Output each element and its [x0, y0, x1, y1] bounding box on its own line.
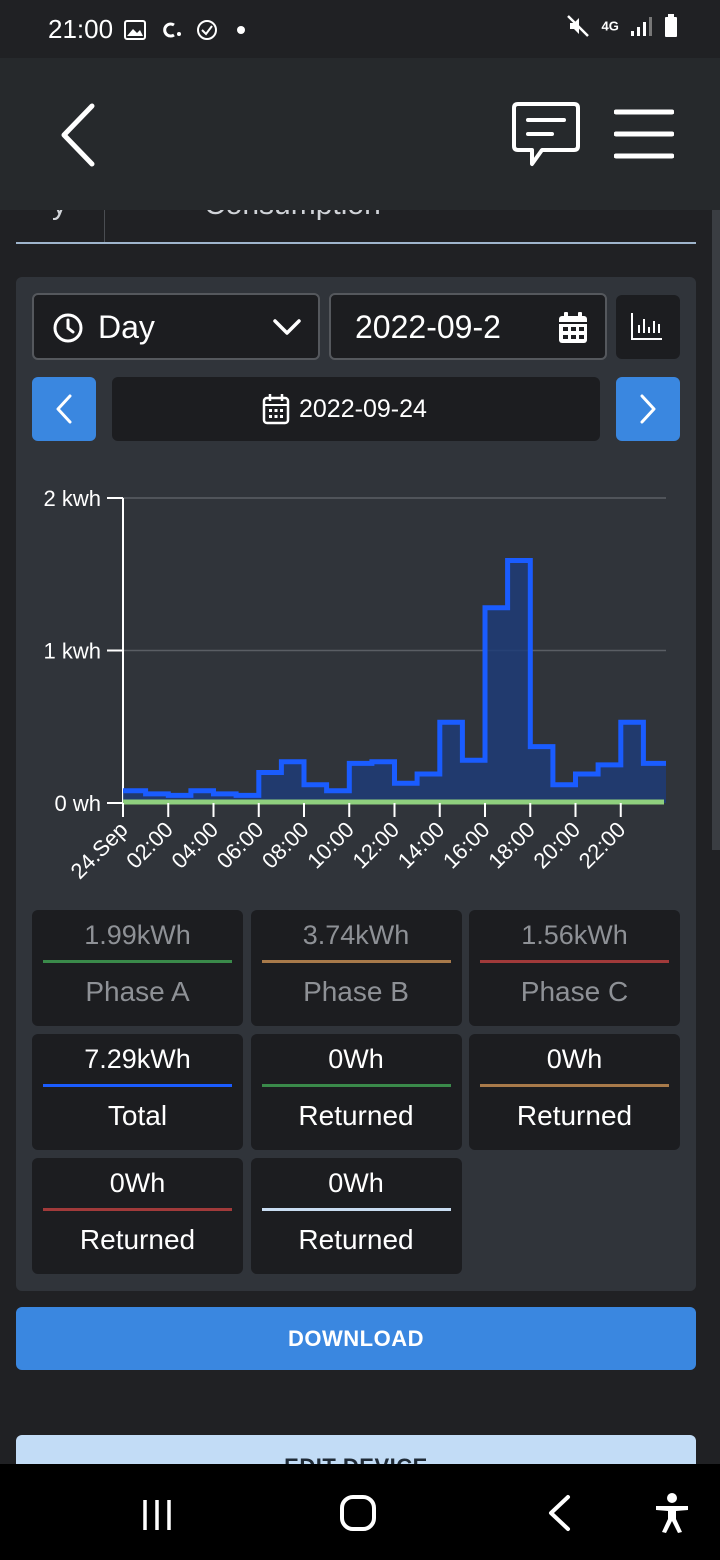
stat-color-bar — [43, 1084, 232, 1087]
menu-icon[interactable] — [614, 106, 674, 162]
bar-chart-icon — [631, 313, 662, 340]
stat-color-bar — [43, 960, 232, 963]
stat-card: 7.29kWh Total — [32, 1034, 243, 1150]
stat-color-bar — [261, 1084, 451, 1087]
period-select-value: Day — [98, 309, 155, 345]
current-date-display[interactable]: 2022-09-24 — [112, 377, 600, 441]
download-button[interactable]: DOWNLOAD — [16, 1307, 696, 1370]
stat-label: Returned — [298, 1100, 414, 1131]
stat-card: 3.74kWh Phase B — [250, 910, 462, 1026]
calendar-icon — [262, 394, 290, 425]
chevron-left-icon — [56, 394, 72, 424]
stat-card: 0Wh Returned — [250, 1034, 462, 1150]
consumption-card: Day 2022-09-2 2022-09-24 0 wh 1 kwh 2 kwh 2… — [16, 277, 696, 1291]
x-tick-label: 18:00 — [483, 817, 540, 874]
stat-value: 7.29kWh — [84, 1044, 191, 1074]
stat-card: 0Wh Returned — [250, 1158, 462, 1274]
stat-color-bar — [261, 1208, 451, 1211]
check-circle-icon — [197, 20, 218, 41]
stat-label: Phase B — [303, 976, 409, 1007]
stat-value: 3.74kWh — [302, 920, 410, 950]
chevron-down-icon — [273, 319, 301, 335]
x-tick-label: 24.Sep — [66, 817, 133, 884]
y-tick-label: 2 kwh — [44, 486, 101, 511]
stat-value: 0Wh — [109, 1168, 166, 1198]
x-tick-label: 12:00 — [347, 817, 404, 874]
x-tick-label: 20:00 — [528, 817, 585, 874]
x-tick-label: 06:00 — [212, 817, 269, 874]
x-tick-label: 22:00 — [574, 817, 631, 874]
period-select[interactable]: Day — [32, 293, 320, 360]
stat-label: Phase A — [85, 976, 190, 1007]
x-tick-label: 16:00 — [438, 817, 495, 874]
dot-icon — [237, 26, 246, 35]
stat-label: Total — [107, 1100, 168, 1131]
stat-color-bar — [480, 960, 669, 963]
date-input-value: 2022-09-2 — [355, 309, 501, 345]
series-line — [123, 558, 666, 798]
stat-label: Phase C — [520, 976, 629, 1007]
chat-icon[interactable] — [512, 100, 580, 170]
back-icon[interactable] — [56, 100, 100, 170]
stat-label: Returned — [298, 1224, 414, 1255]
stat-card: 0Wh Returned — [469, 1034, 680, 1150]
stat-color-bar — [43, 1208, 232, 1211]
stat-color-bar — [480, 1084, 669, 1087]
recents-icon[interactable] — [140, 1498, 174, 1532]
status-left-icons — [124, 16, 250, 42]
edit-device-button[interactable]: EDIT DEVICE — [16, 1435, 696, 1464]
signal-icon — [631, 17, 653, 36]
current-date-text: 2022-09-24 — [299, 395, 427, 423]
calendar-icon[interactable] — [557, 311, 589, 345]
stat-value: 0Wh — [328, 1168, 384, 1198]
content-scroll[interactable]: y Consumption Day 2022-09-2 2022-09-24 0… — [0, 210, 720, 1464]
consumption-chart[interactable]: 0 wh 1 kwh 2 kwh 24.Sep02:0004:0006:0008:00… — [16, 457, 696, 897]
stat-card: 1.56kWh Phase C — [469, 910, 680, 1026]
chart-type-button[interactable] — [616, 295, 680, 359]
status-time: 21:00 — [48, 14, 114, 44]
app-bar — [0, 58, 720, 210]
previous-day-button[interactable] — [32, 377, 96, 441]
x-tick-label: 04:00 — [166, 817, 223, 874]
stat-card: 0Wh Returned — [32, 1158, 243, 1274]
x-tick-label: 14:00 — [393, 817, 450, 874]
stat-value: 0Wh — [328, 1044, 384, 1074]
mute-icon — [567, 15, 589, 37]
stat-card: 1.99kWh Phase A — [32, 910, 243, 1026]
tabs-strip: y Consumption — [16, 210, 696, 244]
x-tick-label: 10:00 — [302, 817, 359, 874]
home-icon[interactable] — [339, 1494, 377, 1532]
tab-divider — [104, 210, 105, 242]
battery-icon — [665, 14, 677, 37]
y-tick-label: 1 kwh — [44, 639, 101, 664]
tab-consumption[interactable]: Consumption — [204, 210, 381, 222]
stats-grid: 1.99kWh Phase A 3.74kWh Phase B 1.56kWh Phase… — [32, 910, 680, 1286]
tab-partial[interactable]: y — [52, 210, 67, 222]
status-right-icons: 4G — [566, 14, 678, 38]
back-nav-icon[interactable] — [544, 1494, 574, 1532]
date-input[interactable]: 2022-09-2 — [329, 293, 607, 360]
chevron-right-icon — [640, 394, 656, 424]
image-icon — [124, 20, 146, 41]
next-day-button[interactable] — [616, 377, 680, 441]
y-tick-label: 0 wh — [55, 791, 101, 816]
stat-label: Returned — [516, 1100, 633, 1131]
system-nav-bar — [0, 1464, 720, 1560]
scrollbar[interactable] — [712, 210, 720, 850]
accessibility-icon[interactable] — [652, 1492, 692, 1534]
stat-color-bar — [261, 960, 451, 963]
stat-value: 0Wh — [546, 1044, 603, 1074]
status-bar: 21:00 4G — [0, 0, 720, 58]
stat-value: 1.56kWh — [521, 920, 628, 950]
x-tick-label: 02:00 — [121, 817, 178, 874]
stat-label: Returned — [79, 1224, 196, 1255]
c-app-icon — [163, 22, 182, 38]
x-tick-label: 08:00 — [257, 817, 314, 874]
clock-icon — [53, 313, 83, 343]
stat-value: 1.99kWh — [84, 920, 191, 950]
4g-icon: 4G — [601, 18, 619, 34]
